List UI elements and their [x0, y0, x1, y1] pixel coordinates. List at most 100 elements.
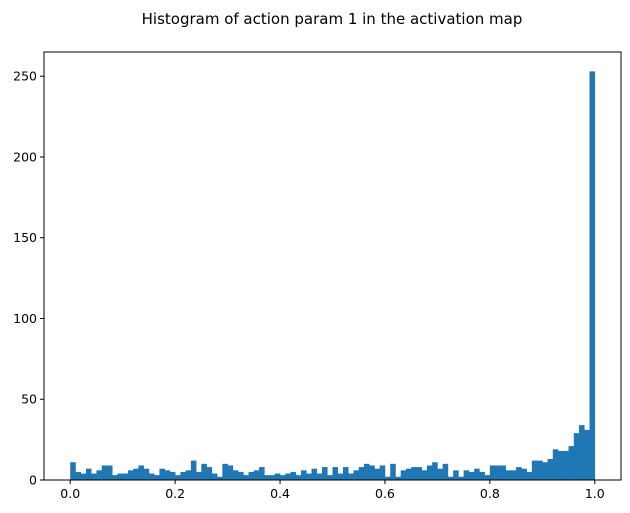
histogram-bar	[484, 475, 491, 480]
histogram-bar	[301, 470, 307, 480]
histogram-bar	[421, 470, 428, 480]
histogram-bar	[259, 467, 265, 480]
histogram-bar	[138, 465, 144, 480]
histogram-bar	[505, 470, 512, 480]
x-tick-label: 1.0	[585, 486, 605, 501]
histogram-bar	[201, 463, 207, 480]
histogram-bar	[405, 468, 412, 480]
histogram-bar	[521, 468, 527, 480]
histogram-bar	[558, 450, 564, 480]
histogram-bar	[232, 470, 239, 480]
histogram-bar	[458, 476, 464, 480]
histogram-bar	[563, 450, 569, 480]
histogram-bar	[442, 463, 449, 480]
histogram-bar	[342, 467, 349, 480]
x-tick-label: 0.0	[60, 486, 80, 501]
histogram-bar	[180, 471, 186, 480]
histogram-bar	[453, 470, 459, 480]
histogram-bar	[348, 473, 354, 480]
y-axis: 0 50 100 150 200 250	[13, 69, 44, 488]
histogram-bar	[426, 465, 433, 480]
chart-title: Histogram of action param 1 in the activ…	[142, 10, 523, 28]
histogram-bar	[70, 462, 76, 480]
histogram-bar	[159, 468, 165, 480]
histogram-bar	[353, 470, 360, 480]
histogram-bar	[363, 463, 370, 480]
histogram-bar	[311, 468, 318, 480]
histogram-bar	[432, 462, 438, 480]
histogram-bar	[274, 473, 281, 480]
x-tick-label: 0.2	[165, 486, 185, 501]
histogram-bar	[75, 471, 82, 480]
histogram-bar	[185, 470, 192, 480]
histogram-bar	[537, 460, 543, 480]
histogram-bar	[238, 471, 244, 480]
histogram-bar	[101, 465, 108, 480]
histogram-bar	[390, 463, 396, 480]
histogram-bar	[416, 467, 422, 480]
histogram-bar	[290, 471, 297, 480]
histogram-bar	[217, 476, 223, 480]
histogram-bar	[384, 476, 391, 480]
histogram-bar	[133, 468, 139, 480]
y-tick-label: 150	[13, 230, 37, 245]
histogram-bar	[85, 468, 92, 480]
histogram-bar	[337, 473, 344, 480]
histogram-bar	[369, 465, 375, 480]
histogram-bar	[573, 433, 580, 480]
y-tick-label: 0	[29, 473, 37, 488]
histogram-bar	[584, 429, 590, 480]
histogram-bar	[148, 473, 155, 480]
histogram-bar	[358, 467, 365, 480]
histogram-bar	[374, 468, 381, 480]
histogram-bar	[489, 465, 496, 480]
x-axis: 0.0 0.2 0.4 0.6 0.8 1.0	[60, 480, 605, 501]
histogram-bar	[589, 71, 596, 480]
histogram-bar	[211, 473, 218, 480]
x-tick-label: 0.8	[480, 486, 500, 501]
histogram-bar	[474, 468, 480, 480]
histogram-bar	[190, 460, 197, 480]
histogram-bar	[411, 467, 417, 480]
histogram-bar	[264, 475, 270, 480]
x-tick-label: 0.4	[270, 486, 290, 501]
histogram-bar	[542, 462, 548, 480]
histogram-bar	[332, 467, 339, 480]
histogram-bar	[127, 470, 134, 480]
y-tick-label: 100	[13, 311, 37, 326]
histogram-bar	[552, 449, 559, 480]
y-tick-label: 200	[13, 149, 37, 164]
histogram-bar	[306, 473, 312, 480]
histogram-bar	[80, 473, 87, 480]
plot-frame	[43, 51, 622, 481]
histogram-bar	[316, 473, 323, 480]
histogram-bar	[568, 446, 575, 480]
histogram-bar	[280, 475, 286, 480]
histogram-bar	[248, 471, 255, 480]
histogram-bar	[196, 471, 202, 480]
histogram-bar	[495, 465, 501, 480]
histogram-bar	[243, 475, 249, 480]
histogram-bar	[510, 470, 517, 480]
histogram-bar	[295, 475, 302, 480]
histogram-bar	[222, 463, 228, 480]
histogram-bar	[122, 473, 129, 480]
histogram-bar	[164, 470, 171, 480]
histogram-bar	[285, 473, 291, 480]
histogram-bar	[547, 459, 554, 480]
histogram-bar	[447, 476, 454, 480]
histogram-bar	[106, 465, 113, 480]
histogram-bar	[117, 473, 123, 480]
histogram-bar	[322, 467, 328, 480]
histogram-bar	[175, 475, 181, 480]
histogram-bar	[379, 465, 386, 480]
histogram-bar	[143, 468, 150, 480]
histogram-bar	[463, 470, 470, 480]
histogram-bar	[269, 475, 276, 480]
histogram-bar	[400, 470, 407, 480]
histogram-bar	[327, 475, 333, 480]
histogram-bar	[479, 471, 485, 480]
histogram-bar	[516, 467, 522, 480]
y-tick-label: 250	[13, 69, 37, 84]
histogram-bar	[500, 465, 506, 480]
